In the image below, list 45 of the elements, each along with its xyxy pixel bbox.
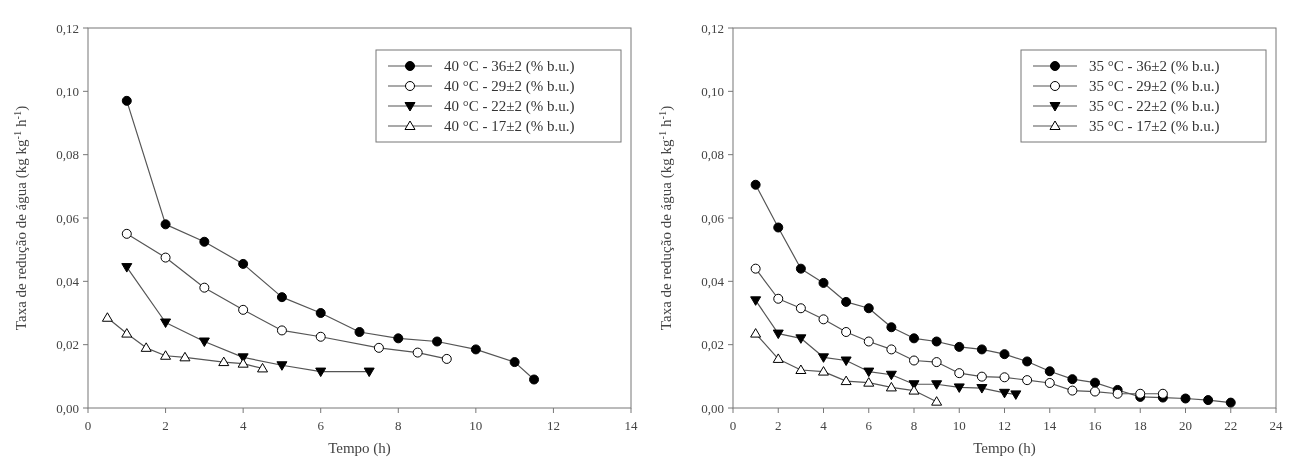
x-tick-label: 4 xyxy=(239,418,247,433)
legend-label: 40 °C - 22±2 (% b.u.) xyxy=(444,98,575,115)
x-tick-label: 14 xyxy=(1043,418,1057,433)
legend-label: 35 °C - 29±2 (% b.u.) xyxy=(1089,78,1220,95)
x-tick-label: 8 xyxy=(910,418,918,433)
x-tick-label: 12 xyxy=(998,418,1011,433)
x-tick-label: 0 xyxy=(729,418,737,433)
legend-label: 35 °C - 17±2 (% b.u.) xyxy=(1089,118,1220,135)
y-tick-label: 0,10 xyxy=(56,83,79,99)
y-tick-label: 0,02 xyxy=(701,337,724,353)
x-tick-label: 2 xyxy=(162,418,169,433)
y-tick-label: 0,06 xyxy=(701,210,725,226)
x-tick-label: 18 xyxy=(1133,418,1147,433)
y-tick-label: 0,00 xyxy=(56,400,79,416)
legend-label: 40 °C - 17±2 (% b.u.) xyxy=(444,118,575,135)
y-tick-label: 0,08 xyxy=(56,147,79,163)
legend-label: 35 °C - 36±2 (% b.u.) xyxy=(1089,58,1220,75)
x-tick-label: 6 xyxy=(317,418,325,433)
x-tick-label: 24 xyxy=(1269,418,1283,433)
y-tick-label: 0,08 xyxy=(701,147,724,163)
legend-label: 40 °C - 29±2 (% b.u.) xyxy=(444,78,575,95)
x-tick-label: 20 xyxy=(1179,418,1192,433)
x-tick-label: 0 xyxy=(84,418,92,433)
y-tick-label: 0,00 xyxy=(701,400,724,416)
y-tick-label: 0,04 xyxy=(701,273,725,289)
x-tick-label: 10 xyxy=(469,418,483,433)
x-tick-label: 16 xyxy=(1088,418,1102,433)
x-tick-label: 22 xyxy=(1224,418,1238,433)
legend-label: 35 °C - 22±2 (% b.u.) xyxy=(1089,98,1220,115)
x-axis-title: Tempo (h) xyxy=(328,440,391,457)
x-tick-label: 10 xyxy=(952,418,966,433)
y-tick-label: 0,12 xyxy=(56,20,79,36)
x-tick-label: 14 xyxy=(624,418,638,433)
x-tick-label: 8 xyxy=(395,418,402,433)
y-tick-label: 0,10 xyxy=(701,83,724,99)
y-tick-label: 0,02 xyxy=(56,337,79,353)
x-axis-title: Tempo (h) xyxy=(973,440,1036,457)
y-tick-label: 0,04 xyxy=(56,273,80,289)
x-tick-label: 6 xyxy=(865,418,873,433)
x-tick-label: 2 xyxy=(775,418,782,433)
y-tick-label: 0,12 xyxy=(701,20,724,36)
x-tick-label: 4 xyxy=(820,418,828,433)
y-tick-label: 0,06 xyxy=(56,210,80,226)
legend-label: 40 °C - 36±2 (% b.u.) xyxy=(444,58,575,75)
x-tick-label: 12 xyxy=(546,418,560,433)
